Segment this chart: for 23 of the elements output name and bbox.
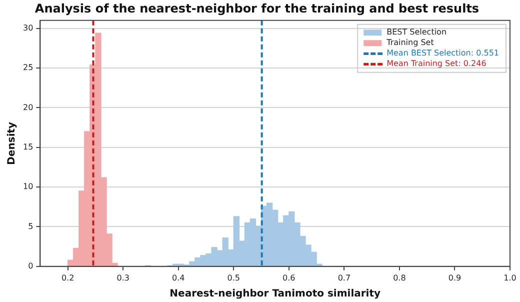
chart-title: Analysis of the nearest-neighbor for the training and best results bbox=[34, 1, 480, 16]
x-tick-label: 0.7 bbox=[338, 273, 351, 282]
x-tick-label: 0.3 bbox=[116, 273, 130, 282]
x-tick-label: 0.9 bbox=[448, 273, 462, 282]
y-tick-label: 20 bbox=[22, 102, 34, 112]
y-tick-label: 30 bbox=[22, 23, 34, 32]
x-tick-label: 0.4 bbox=[172, 273, 185, 282]
y-tick-label: 0 bbox=[28, 261, 34, 270]
x-tick-label: 1.0 bbox=[504, 273, 516, 282]
x-axis-title: Nearest-neighbor Tanimoto similarity bbox=[170, 288, 381, 300]
y-tick-label: 5 bbox=[28, 222, 34, 231]
y-tick-label: 25 bbox=[22, 63, 34, 72]
x-tick-label: 0.8 bbox=[393, 273, 406, 282]
y-axis-title: Density bbox=[6, 121, 18, 165]
ref-line-label: Mean BEST Selection: 0.551 bbox=[386, 48, 500, 58]
x-tick-label: 0.2 bbox=[61, 273, 74, 282]
x-tick-label: 0.6 bbox=[282, 273, 296, 282]
y-tick-label: 10 bbox=[22, 182, 34, 192]
legend-label: BEST Selection bbox=[386, 28, 447, 37]
ref-line-label: Mean Training Set: 0.246 bbox=[386, 59, 486, 68]
y-tick-label: 15 bbox=[22, 142, 34, 152]
legend-label: Training Set bbox=[386, 38, 434, 48]
x-tick-label: 0.5 bbox=[227, 273, 240, 282]
